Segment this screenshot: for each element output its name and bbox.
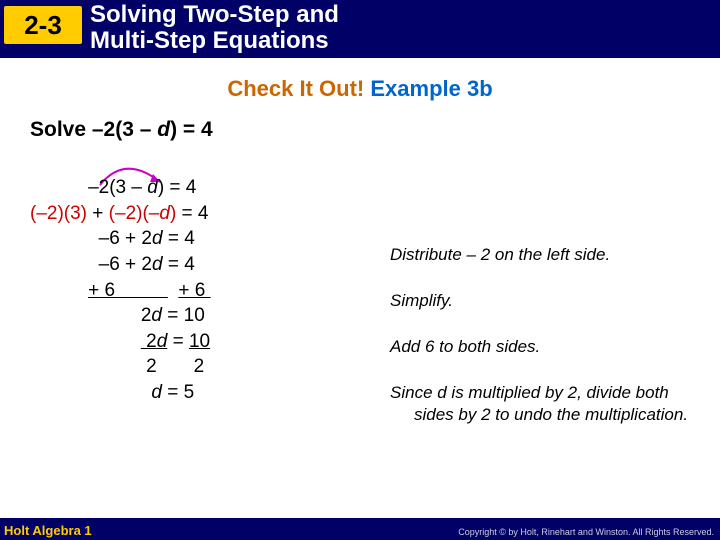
step-7: 2d = 10: [30, 329, 360, 355]
add6-left: + 6: [88, 280, 168, 301]
step-1: –2(3 – d) = 4: [30, 175, 360, 201]
step-6: 2d = 10: [30, 303, 360, 329]
solve-expr: –2(3 – d) = 4: [92, 118, 213, 141]
lesson-title: Solving Two-Step and Multi-Step Equation…: [90, 2, 339, 54]
footer-bar: Holt Algebra 1 Copyright © by Holt, Rine…: [0, 518, 720, 540]
dist-term-2: (–2)(–d): [109, 203, 177, 224]
step-3: –6 + 2d = 4: [30, 226, 360, 252]
check-it-out-heading: Check It Out! Example 3b: [0, 76, 720, 102]
example-label: Example 3b: [370, 76, 492, 101]
explain-2: Simplify.: [390, 290, 700, 312]
step-4: –6 + 2d = 4: [30, 252, 360, 278]
footer-copyright: Copyright © by Holt, Rinehart and Winsto…: [458, 527, 714, 537]
add6-right: + 6: [178, 280, 210, 301]
solve-prefix: Solve: [30, 118, 92, 141]
check-it-out-label: Check It Out!: [227, 76, 364, 101]
div-right-num: 10: [189, 331, 210, 352]
explain-1: Distribute – 2 on the left side.: [390, 244, 700, 266]
header-bar: 2-3 Solving Two-Step and Multi-Step Equa…: [0, 0, 720, 58]
step-8: 2 2: [30, 354, 360, 380]
div-left-num: 2d: [141, 331, 167, 352]
dist-term-1: (–2)(3): [30, 203, 87, 224]
title-line-2: Multi-Step Equations: [90, 27, 329, 54]
step-5: + 6 + 6: [30, 278, 360, 304]
step-2: (–2)(3) + (–2)(–d) = 4: [30, 201, 360, 227]
footer-brand: Holt Algebra 1: [4, 523, 92, 538]
lesson-number-badge: 2-3: [4, 6, 82, 44]
explanations: Distribute – 2 on the left side. Simplif…: [390, 244, 700, 450]
work-steps: –2(3 – d) = 4 (–2)(3) + (–2)(–d) = 4 –6 …: [30, 175, 360, 406]
explain-4: Since d is multiplied by 2, divide both …: [390, 382, 700, 426]
explain-3: Add 6 to both sides.: [390, 336, 700, 358]
step-9: d = 5: [30, 380, 360, 406]
problem-statement: Solve –2(3 – d) = 4: [30, 118, 720, 142]
title-line-1: Solving Two-Step and: [90, 1, 339, 28]
